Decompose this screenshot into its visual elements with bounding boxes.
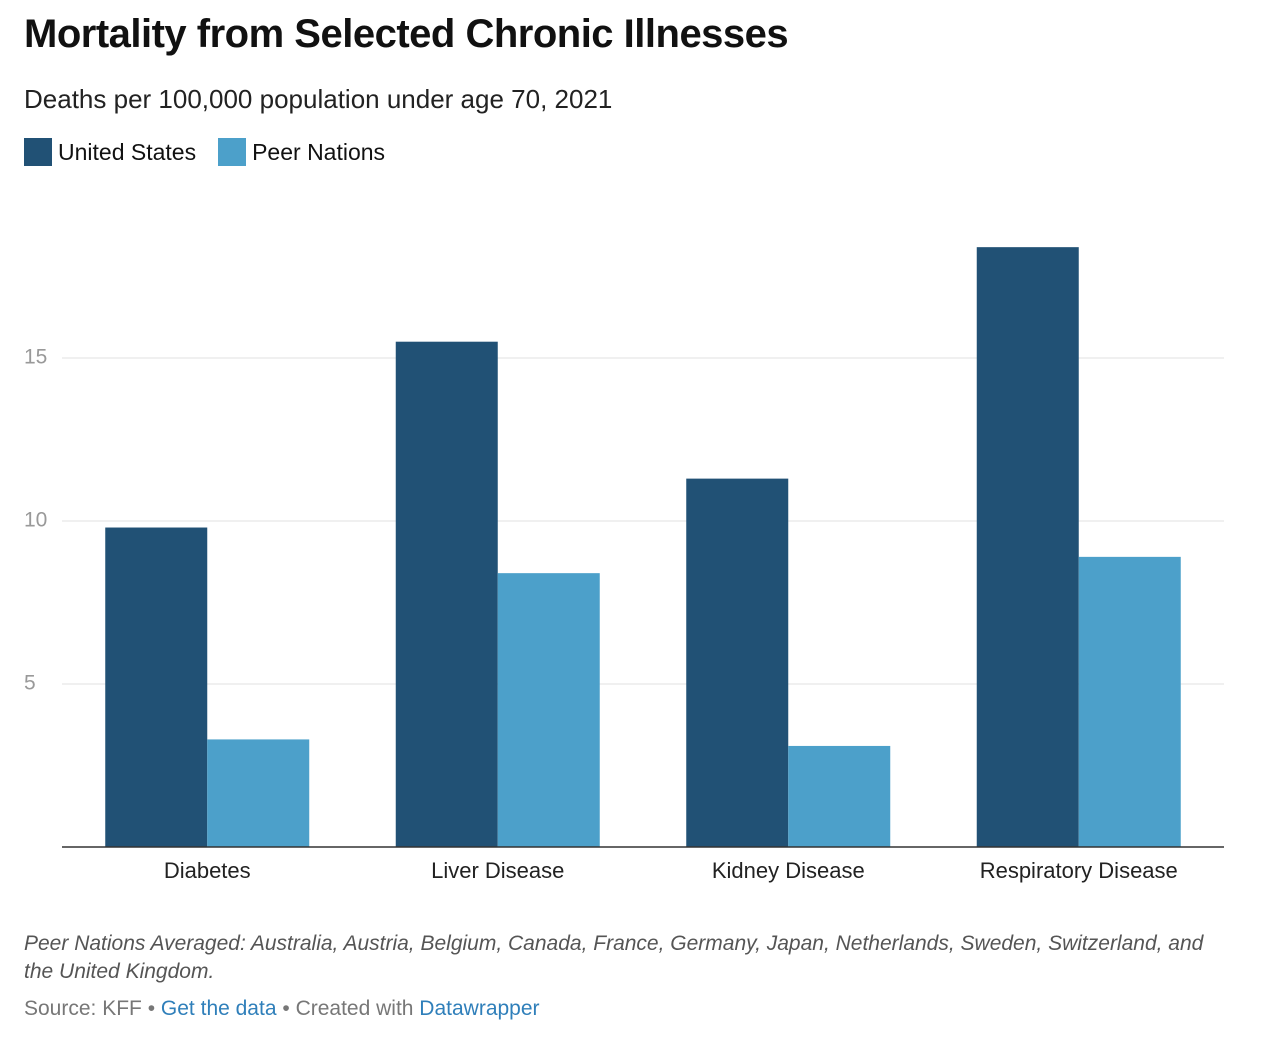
created-with: Created with <box>295 997 414 1020</box>
source-line: Source: KFF • Get the data • Created wit… <box>24 997 540 1021</box>
bar <box>105 527 208 847</box>
note: Peer Nations Averaged: Australia, Austri… <box>24 932 1204 983</box>
bar <box>686 478 789 847</box>
legend: United States Peer Nations <box>24 138 385 166</box>
bar <box>788 745 891 847</box>
legend-item: United States <box>24 138 196 166</box>
legend-label: Peer Nations <box>252 138 386 165</box>
legend-swatch <box>218 138 247 166</box>
bar <box>976 247 1079 847</box>
source: Source: KFF <box>24 997 142 1020</box>
y-tick-label: 10 <box>24 509 47 532</box>
bar <box>207 739 310 847</box>
x-tick-label: Respiratory Disease <box>980 858 1178 883</box>
chart-subtitle: Deaths per 100,000 population under age … <box>24 84 613 114</box>
y-tick-label: 5 <box>24 672 36 695</box>
legend-swatch <box>24 138 52 166</box>
x-tick-label: Liver Disease <box>431 858 564 883</box>
get-data-link[interactable]: Get the data <box>160 997 277 1020</box>
y-tick-label: 15 <box>24 346 47 369</box>
bar <box>395 341 498 847</box>
datawrapper-link[interactable]: Datawrapper <box>419 997 540 1020</box>
legend-item: Peer Nations <box>218 138 385 166</box>
chart-title: Mortality from Selected Chronic Illnesse… <box>24 12 789 56</box>
bar <box>1078 556 1181 847</box>
separator: • <box>147 997 156 1020</box>
x-tick-label: Diabetes <box>164 858 251 883</box>
separator: • <box>282 997 290 1020</box>
bar <box>497 573 600 847</box>
x-tick-label: Kidney Disease <box>712 858 865 883</box>
legend-label: United States <box>58 138 197 165</box>
